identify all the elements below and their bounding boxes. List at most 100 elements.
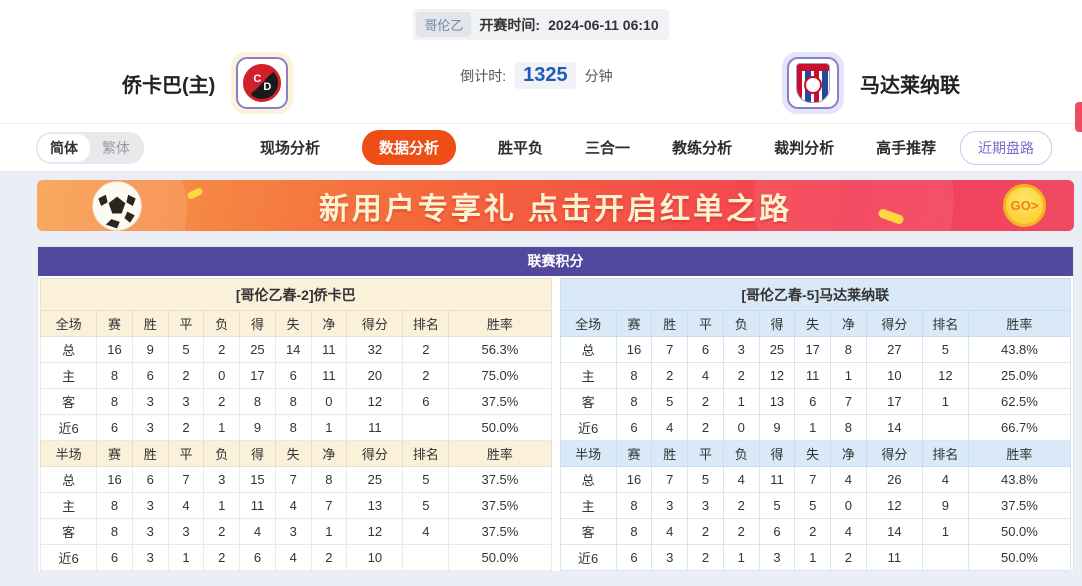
go-button[interactable]: GO> xyxy=(1003,184,1046,227)
stat-cell: 7 xyxy=(310,492,348,519)
stat-cell: 11 xyxy=(310,362,348,389)
stat-cell: 37.5% xyxy=(448,518,552,545)
stat-cell: 7 xyxy=(651,466,689,493)
stat-cell: 2 xyxy=(203,388,241,415)
nav-tab[interactable]: 三合一 xyxy=(585,140,631,157)
stat-cell: 11 xyxy=(239,492,276,519)
countdown: 倒计时: 1325 分钟 xyxy=(460,62,613,89)
crest-letter: D xyxy=(263,81,272,93)
stat-cell: 6 xyxy=(96,414,133,441)
away-crest-icon xyxy=(796,63,830,103)
column-header: 平 xyxy=(167,310,205,337)
stat-cell: 37.5% xyxy=(448,388,552,415)
stat-cell: 2 xyxy=(402,362,450,389)
recent-handicap-button[interactable]: 近期盘路 xyxy=(960,130,1052,165)
column-header: 负 xyxy=(203,440,241,467)
countdown-value: 1325 xyxy=(514,62,577,89)
stat-cell: 3 xyxy=(651,492,689,519)
away-team: 马达莱纳联 xyxy=(782,52,960,114)
column-header: 胜 xyxy=(131,440,169,467)
stat-cell: 9 xyxy=(758,414,796,441)
nav-tab[interactable]: 裁判分析 xyxy=(774,140,835,157)
stat-cell: 8 xyxy=(615,388,653,415)
stat-cell xyxy=(921,414,969,441)
row-label: 近6 xyxy=(559,544,617,571)
promo-banner[interactable]: 新用户专享礼 点击开启红单之路 GO> xyxy=(37,180,1074,231)
stat-cell: 62.5% xyxy=(967,388,1072,415)
banner-text: 新用户专享礼 点击开启红单之路 xyxy=(318,192,793,226)
stat-cell: 4 xyxy=(402,518,450,545)
nav-tab[interactable]: 胜平负 xyxy=(498,140,544,157)
column-header: 排名 xyxy=(921,440,969,467)
nav-tab[interactable]: 高手推荐 xyxy=(876,140,937,157)
language-toggle[interactable]: 简体 繁体 xyxy=(36,131,144,164)
column-header: 失 xyxy=(794,440,832,467)
stat-cell: 66.7% xyxy=(967,414,1072,441)
nav-tab[interactable]: 现场分析 xyxy=(260,140,321,157)
stat-cell: 1 xyxy=(830,362,867,389)
stat-cell: 75.0% xyxy=(448,362,552,389)
stat-cell: 4 xyxy=(687,362,724,389)
page-body: 新用户专享礼 点击开启红单之路 GO> 联赛积分 [哥伦乙春-2]侨卡巴 全场赛… xyxy=(0,172,1082,571)
stat-cell: 7 xyxy=(274,466,312,493)
stat-cell: 6 xyxy=(131,466,169,493)
stat-cell: 11 xyxy=(794,362,832,389)
stat-cell: 6 xyxy=(131,362,169,389)
column-header: 得分 xyxy=(346,440,404,467)
lang-simplified-button[interactable]: 简体 xyxy=(38,133,90,162)
stat-cell: 15 xyxy=(239,466,276,493)
column-header: 得 xyxy=(239,440,276,467)
stat-cell: 3 xyxy=(758,544,796,571)
stat-cell: 7 xyxy=(830,388,867,415)
stat-cell: 2 xyxy=(687,544,724,571)
stat-cell: 9 xyxy=(239,414,276,441)
stat-cell: 1 xyxy=(167,544,205,571)
nav-tab[interactable]: 教练分析 xyxy=(672,140,733,157)
away-standings-section: [哥伦乙春-5]马达莱纳联 全场赛胜平负得失净得分 排名 胜率总 16 7 6 3 25 17 8… xyxy=(559,278,1072,571)
stat-cell: 3 xyxy=(687,492,724,519)
column-header: 胜率 xyxy=(967,440,1072,467)
row-label: 近6 xyxy=(39,544,98,571)
column-header-row: 全场赛胜平负得失净得分 排名 胜率 xyxy=(39,310,552,337)
stat-cell: 5 xyxy=(758,492,796,519)
row-label: 客 xyxy=(559,388,617,415)
home-team-logo: C D xyxy=(231,52,294,114)
stat-cell: 5 xyxy=(167,336,205,363)
stat-cell: 6 xyxy=(615,414,653,441)
stat-cell: 16 xyxy=(96,336,133,363)
table-row: 客 8 4 2 2 6 2 4 14 1 50.0% xyxy=(559,518,1072,545)
stat-cell: 4 xyxy=(651,414,689,441)
stat-cell: 8 xyxy=(830,414,867,441)
stat-cell: 5 xyxy=(687,466,724,493)
nav-tabs: 现场分析 数据分析 胜平负 三合一 教练分析 裁判分析 高手推荐 xyxy=(260,130,936,165)
nav-tab[interactable]: 数据分析 xyxy=(362,130,457,165)
stat-cell: 8 xyxy=(96,388,133,415)
column-header: 平 xyxy=(167,440,205,467)
match-meta: 哥伦乙 开赛时间: 2024-06-11 06:10 xyxy=(0,0,1082,40)
table-row: 近6 6 3 2 1 3 1 2 11 50.0% xyxy=(559,544,1072,571)
stat-cell: 7 xyxy=(794,466,832,493)
stat-cell: 8 xyxy=(96,518,133,545)
table-row: 总 16 9 5 2 25 14 11 32 2 56.3% xyxy=(39,336,552,363)
table-row: 总 16 6 7 3 15 7 8 25 5 37.5% xyxy=(39,466,552,493)
lang-traditional-button[interactable]: 繁体 xyxy=(102,139,130,156)
stat-cell: 4 xyxy=(722,466,760,493)
home-team: 侨卡巴(主) C D xyxy=(122,52,294,114)
row-label: 总 xyxy=(39,336,98,363)
stat-cell: 1 xyxy=(310,518,348,545)
floating-widget-sliver[interactable] xyxy=(1075,102,1082,132)
table-row: 近6 6 4 2 0 9 1 8 14 66.7% xyxy=(559,414,1072,441)
stat-cell: 5 xyxy=(921,336,969,363)
stat-cell: 37.5% xyxy=(448,466,552,493)
stat-cell: 1 xyxy=(722,544,760,571)
stat-cell: 8 xyxy=(310,466,348,493)
stat-cell: 0 xyxy=(722,414,760,441)
stat-cell: 17 xyxy=(794,336,832,363)
crest-letter: C xyxy=(253,73,262,85)
stat-cell: 8 xyxy=(615,518,653,545)
column-header: 净 xyxy=(310,310,348,337)
stat-cell: 6 xyxy=(402,388,450,415)
stat-cell: 3 xyxy=(131,544,169,571)
stat-cell: 25 xyxy=(239,336,276,363)
stat-cell: 1 xyxy=(921,518,969,545)
